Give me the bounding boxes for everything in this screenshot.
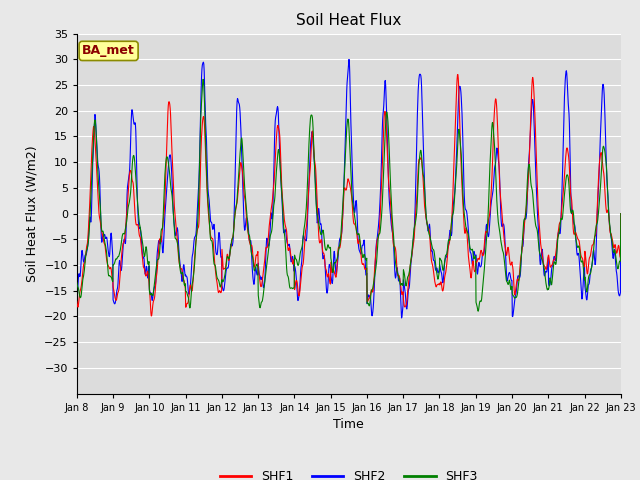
Title: Soil Heat Flux: Soil Heat Flux <box>296 13 401 28</box>
Legend: SHF1, SHF2, SHF3: SHF1, SHF2, SHF3 <box>214 465 483 480</box>
Text: BA_met: BA_met <box>82 44 135 58</box>
X-axis label: Time: Time <box>333 418 364 431</box>
Y-axis label: Soil Heat Flux (W/m2): Soil Heat Flux (W/m2) <box>26 145 38 282</box>
